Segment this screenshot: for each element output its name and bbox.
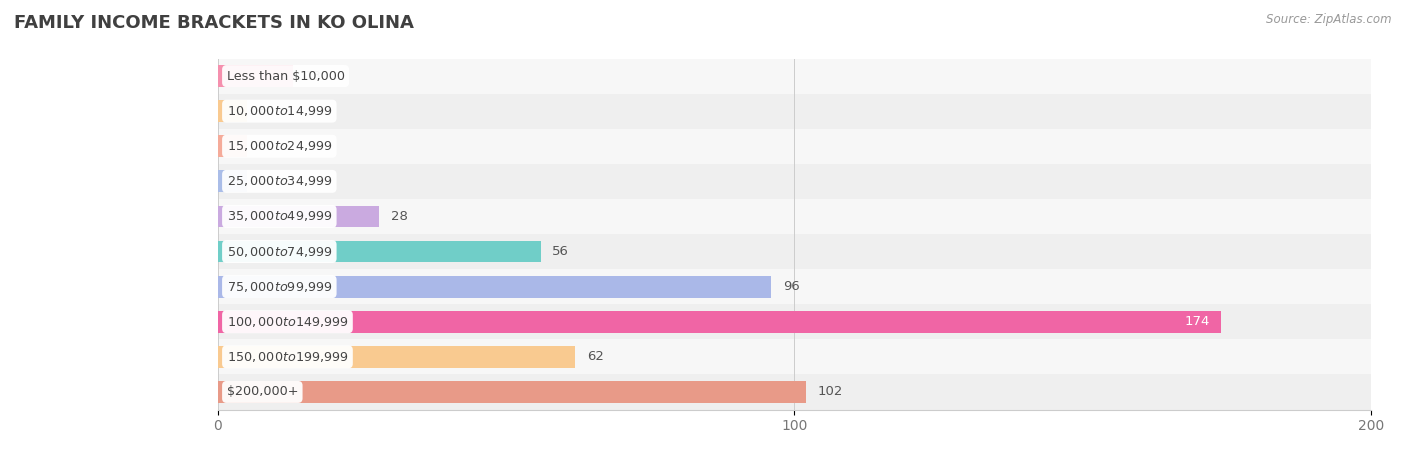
Bar — [218, 304, 1371, 339]
Text: 28: 28 — [391, 210, 408, 223]
Bar — [218, 241, 541, 262]
Bar — [218, 381, 806, 403]
Text: 174: 174 — [1184, 315, 1209, 328]
Text: 5: 5 — [259, 140, 267, 153]
Text: $50,000 to $74,999: $50,000 to $74,999 — [226, 244, 332, 259]
Bar — [218, 100, 247, 122]
Text: Source: ZipAtlas.com: Source: ZipAtlas.com — [1267, 14, 1392, 27]
Text: $25,000 to $34,999: $25,000 to $34,999 — [226, 174, 332, 189]
Bar — [218, 171, 247, 192]
Bar — [218, 199, 1371, 234]
Text: 56: 56 — [553, 245, 569, 258]
Text: $15,000 to $24,999: $15,000 to $24,999 — [226, 139, 332, 153]
Bar — [218, 58, 1371, 94]
Text: $75,000 to $99,999: $75,000 to $99,999 — [226, 279, 332, 294]
Bar — [218, 234, 1371, 269]
Text: $150,000 to $199,999: $150,000 to $199,999 — [226, 350, 349, 364]
Bar — [218, 269, 1371, 304]
Text: $100,000 to $149,999: $100,000 to $149,999 — [226, 315, 349, 329]
Bar — [218, 374, 1371, 410]
Text: 96: 96 — [783, 280, 800, 293]
Bar — [218, 276, 772, 297]
Text: Less than $10,000: Less than $10,000 — [226, 70, 344, 82]
Bar — [218, 206, 380, 227]
Bar — [218, 346, 575, 368]
Bar — [218, 65, 292, 87]
Text: 62: 62 — [586, 351, 603, 363]
Bar — [218, 339, 1371, 374]
Text: 5: 5 — [259, 105, 267, 117]
Bar — [218, 311, 1220, 333]
Bar — [218, 94, 1371, 129]
Text: 102: 102 — [817, 386, 842, 398]
Bar — [218, 129, 1371, 164]
Text: $10,000 to $14,999: $10,000 to $14,999 — [226, 104, 332, 118]
Text: FAMILY INCOME BRACKETS IN KO OLINA: FAMILY INCOME BRACKETS IN KO OLINA — [14, 14, 413, 32]
Text: 5: 5 — [259, 175, 267, 188]
Text: $35,000 to $49,999: $35,000 to $49,999 — [226, 209, 332, 224]
Text: 13: 13 — [304, 70, 322, 82]
Bar — [218, 164, 1371, 199]
Bar — [218, 135, 247, 157]
Text: $200,000+: $200,000+ — [226, 386, 298, 398]
